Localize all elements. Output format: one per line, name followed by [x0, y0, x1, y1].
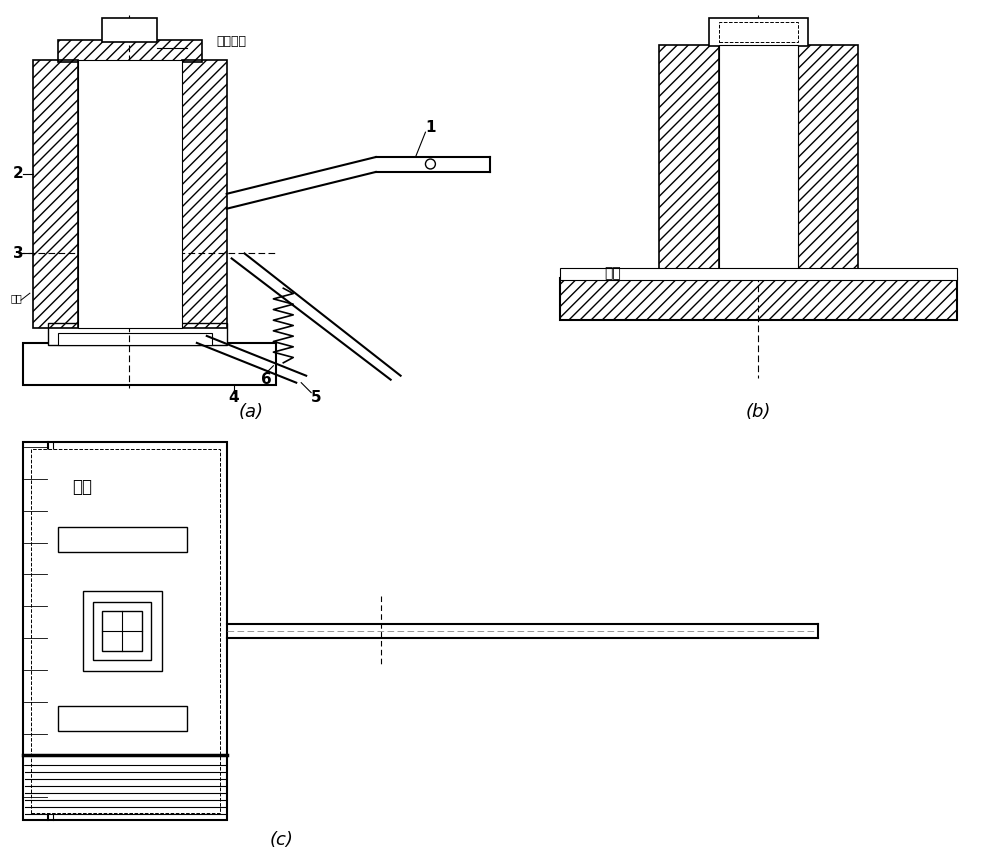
Bar	[560, 269, 957, 281]
Bar	[23, 343, 276, 385]
Text: 标牌: 标牌	[604, 266, 621, 280]
Bar	[83, 592, 162, 671]
Text: 4: 4	[228, 390, 239, 405]
Text: 1: 1	[425, 120, 436, 134]
Bar	[33, 60, 78, 328]
Text: (b): (b)	[746, 404, 771, 422]
Bar	[560, 278, 957, 320]
Bar	[31, 450, 220, 813]
Bar	[78, 60, 182, 328]
Text: 标牌: 标牌	[73, 478, 93, 496]
Bar	[102, 18, 157, 42]
Bar	[659, 45, 719, 278]
Text: 弹簧: 弹簧	[11, 293, 23, 303]
Bar	[23, 442, 227, 820]
Bar	[719, 22, 798, 42]
Bar	[48, 323, 227, 345]
Bar	[719, 45, 798, 278]
Bar	[709, 18, 808, 46]
Bar	[798, 45, 858, 278]
Bar	[58, 527, 187, 552]
Text: (c): (c)	[269, 831, 293, 849]
Bar	[102, 611, 142, 651]
Text: 6: 6	[261, 372, 272, 388]
Text: 5: 5	[311, 390, 321, 405]
Bar	[58, 333, 212, 345]
Text: 2: 2	[13, 167, 24, 181]
Bar	[58, 706, 187, 730]
Bar	[182, 60, 227, 328]
Text: 3: 3	[13, 246, 24, 261]
Bar	[58, 40, 202, 61]
Bar	[93, 603, 151, 660]
Text: (a): (a)	[239, 404, 264, 422]
Text: 凸模水印: 凸模水印	[217, 35, 247, 48]
